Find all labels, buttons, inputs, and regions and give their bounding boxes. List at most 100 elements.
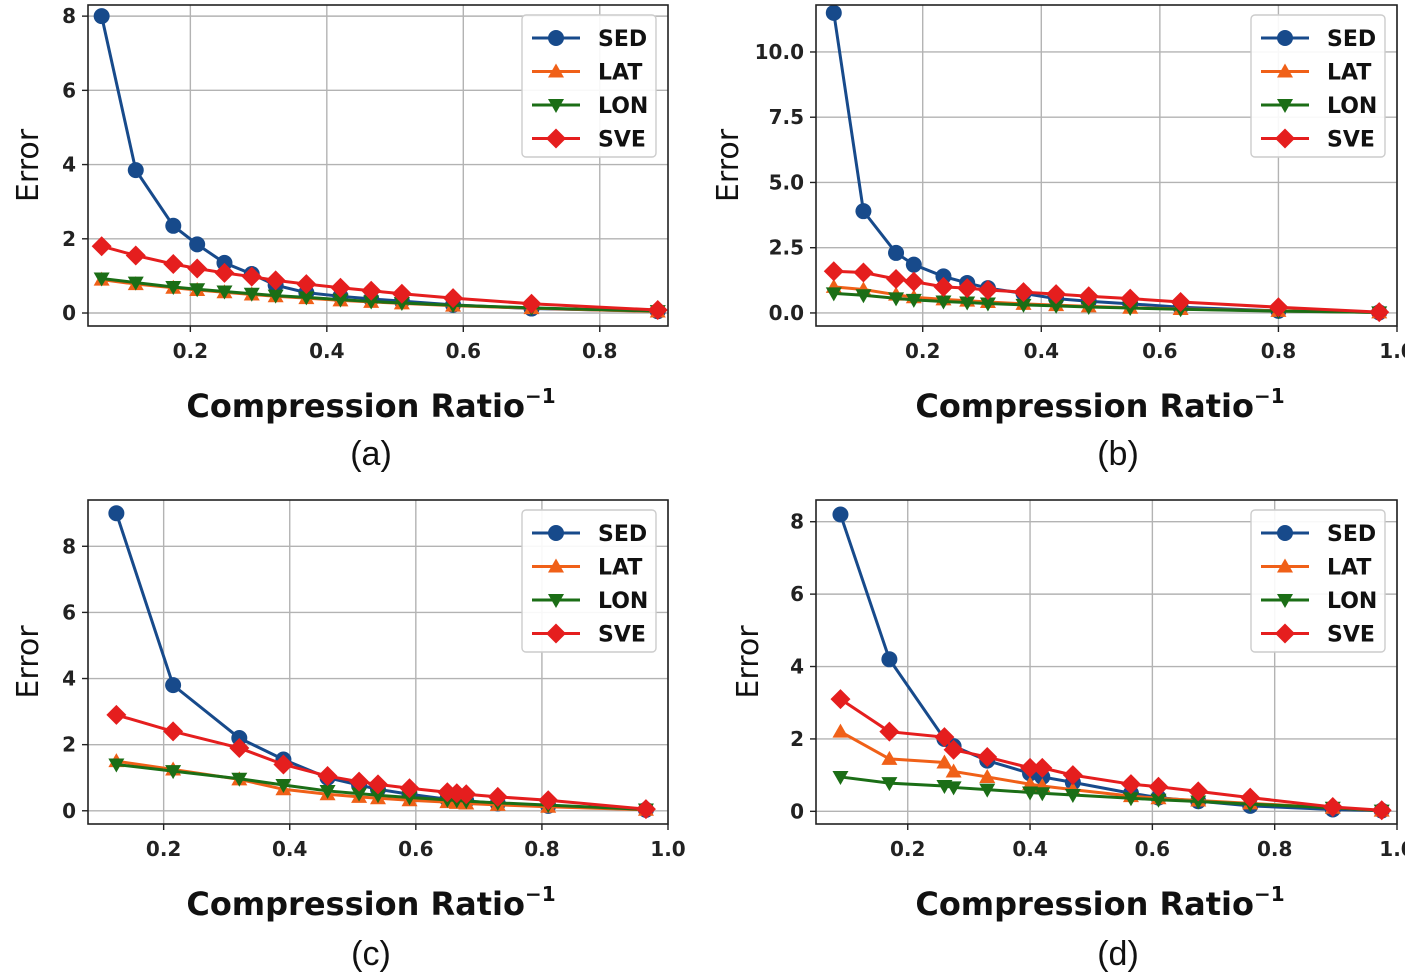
- legend-label-lon: LON: [1327, 589, 1377, 614]
- data-point-sed: [93, 8, 110, 25]
- data-point-sve: [330, 277, 351, 298]
- data-point-sve: [391, 283, 412, 304]
- data-point-lon: [1080, 300, 1097, 315]
- x-tick-label: 0.6: [398, 837, 433, 861]
- y-tick-label: 6: [790, 582, 804, 606]
- data-point-sve: [1120, 288, 1141, 309]
- y-tick-label: 4: [62, 153, 76, 177]
- data-point-sve: [853, 262, 874, 283]
- x-tick-label: 0.8: [524, 837, 559, 861]
- chart-panel-b: 0.2 0.4 0.6 0.8 1.0 0.0 2.5 5.0 7.5 10.0 SED LAT LON…: [711, 4, 1405, 473]
- y-axis-label: Error: [711, 128, 746, 202]
- data-point-sed: [127, 162, 144, 179]
- x-tick-label: 0.2: [905, 339, 940, 363]
- data-point-sve: [163, 254, 184, 275]
- data-point-sve: [106, 704, 127, 725]
- panel-label: (b): [1097, 435, 1139, 473]
- data-point-sve: [399, 778, 420, 799]
- data-point-sve: [977, 747, 998, 768]
- x-tick-label: 0.4: [1012, 837, 1047, 861]
- data-point-sve: [1062, 765, 1083, 786]
- data-point-sed: [905, 256, 922, 273]
- data-point-sve: [125, 245, 146, 266]
- data-point-lon: [1122, 301, 1139, 316]
- data-point-lon: [905, 293, 922, 308]
- y-axis-label: Error: [11, 625, 46, 699]
- series-sve: [830, 689, 1392, 821]
- x-tick-label: 0.6: [1142, 339, 1177, 363]
- legend: SED LAT LON SVE: [1250, 509, 1386, 653]
- data-point-sve: [487, 786, 508, 807]
- legend-marker-lat: [548, 558, 564, 573]
- x-tick-label: 0.8: [1257, 837, 1292, 861]
- data-point-lon: [888, 292, 905, 307]
- data-point-lon: [1022, 786, 1039, 801]
- data-point-sed: [165, 217, 182, 234]
- data-point-sed: [935, 268, 952, 285]
- legend-box: [1250, 509, 1386, 653]
- legend-box: [521, 509, 657, 653]
- data-point-sed: [216, 254, 233, 271]
- data-point-sve: [1188, 781, 1209, 802]
- data-point-sve: [443, 288, 464, 309]
- x-tick-label: 1.0: [650, 837, 685, 861]
- data-point-sve: [1013, 282, 1034, 303]
- x-tick-label: 0.2: [146, 837, 181, 861]
- legend-marker-sve: [1275, 623, 1295, 644]
- data-point-sve: [214, 262, 235, 283]
- y-tick-label: 4: [62, 667, 76, 691]
- data-point-lon: [189, 283, 206, 298]
- legend-marker-sed: [1277, 525, 1293, 541]
- y-tick-label: 8: [62, 534, 76, 558]
- x-axis-label: Compression Ratio−1: [186, 384, 555, 425]
- data-point-lon: [319, 784, 336, 799]
- data-point-sve: [361, 280, 382, 301]
- x-axis-label: Compression Ratio−1: [915, 384, 1284, 425]
- legend-marker-sed: [1277, 30, 1293, 46]
- plot-frame: [815, 499, 1398, 825]
- y-tick-label: 8: [790, 510, 804, 534]
- data-point-sve: [349, 771, 370, 792]
- data-point-sve: [296, 274, 317, 295]
- plot-frame: [87, 499, 669, 825]
- data-point-lon: [1122, 792, 1139, 807]
- x-tick-label: 0.6: [446, 339, 481, 363]
- data-point-sve: [1148, 776, 1169, 797]
- series-sve: [823, 261, 1390, 323]
- data-point-sve: [317, 766, 338, 787]
- legend-label-sve: SVE: [598, 128, 646, 153]
- data-point-lon: [165, 281, 182, 296]
- data-point-sve: [647, 300, 668, 321]
- panel-label: (c): [351, 935, 391, 973]
- y-tick-label: 4: [790, 655, 804, 679]
- x-tick-label: 0.8: [582, 339, 617, 363]
- y-tick-label: 0: [62, 799, 76, 823]
- data-point-sve: [943, 739, 964, 760]
- legend-label-lon: LON: [598, 94, 648, 119]
- series-lon: [825, 287, 1388, 321]
- data-point-lon: [832, 770, 849, 785]
- legend-label-sed: SED: [598, 522, 647, 547]
- data-point-sve: [1240, 787, 1261, 808]
- data-point-lon: [401, 791, 418, 806]
- x-tick-label: 0.4: [272, 837, 307, 861]
- data-point-lon: [231, 772, 248, 787]
- legend-label-lat: LAT: [598, 61, 642, 86]
- data-point-sed: [888, 244, 905, 261]
- data-point-sve: [635, 799, 656, 820]
- data-point-lon: [351, 787, 368, 802]
- chart-panel-c: 0.2 0.4 0.6 0.8 1.0 0 2 4 6 8 SED LAT LON SVE Error Com…: [11, 499, 686, 973]
- data-point-lon: [935, 295, 952, 310]
- y-tick-label: 0: [62, 301, 76, 325]
- data-point-sed: [881, 651, 898, 668]
- x-tick-label: 1.0: [1379, 339, 1405, 363]
- data-point-lon: [275, 778, 292, 793]
- series-lat: [93, 271, 666, 318]
- legend-label-sve: SVE: [1327, 623, 1375, 648]
- data-point-lon: [267, 289, 284, 304]
- y-tick-label: 2: [790, 727, 804, 751]
- data-point-sve: [903, 271, 924, 292]
- data-point-lon: [298, 291, 315, 306]
- data-point-sve: [957, 278, 978, 299]
- legend-marker-sve: [546, 128, 566, 149]
